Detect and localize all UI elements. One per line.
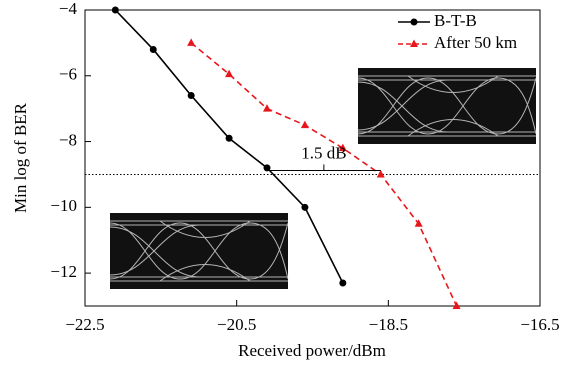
point <box>188 92 195 99</box>
point <box>453 302 461 310</box>
chart: Received power/dBm Min log of BER −22.5 −… <box>0 0 577 368</box>
x-tick-label: −16.5 <box>520 315 559 334</box>
eye-diagram <box>358 68 536 144</box>
y-tick-label: −6 <box>59 65 77 84</box>
annotation: 1.5 dB <box>301 143 346 162</box>
point <box>225 70 233 78</box>
eye-diagram <box>110 213 288 289</box>
legend-label: After 50 km <box>434 33 517 52</box>
point <box>187 38 195 46</box>
point <box>112 7 119 14</box>
point <box>339 279 346 286</box>
legend-marker <box>411 19 418 26</box>
x-axis-title: Received power/dBm <box>238 341 386 360</box>
x-tick-label: −22.5 <box>65 315 104 334</box>
point <box>377 170 385 178</box>
point <box>301 121 309 129</box>
y-tick-label: −8 <box>59 130 77 149</box>
y-tick-label: −10 <box>50 196 77 215</box>
legend-label: B-T-B <box>434 11 477 30</box>
point <box>301 204 308 211</box>
x-tick-label: −18.5 <box>369 315 408 334</box>
point <box>150 46 157 53</box>
y-tick-label: −4 <box>59 0 78 18</box>
y-tick-label: −12 <box>50 262 77 281</box>
point <box>263 104 271 112</box>
point <box>226 135 233 142</box>
y-axis-title: Min log of BER <box>11 102 30 213</box>
x-tick-label: −20.5 <box>217 315 256 334</box>
